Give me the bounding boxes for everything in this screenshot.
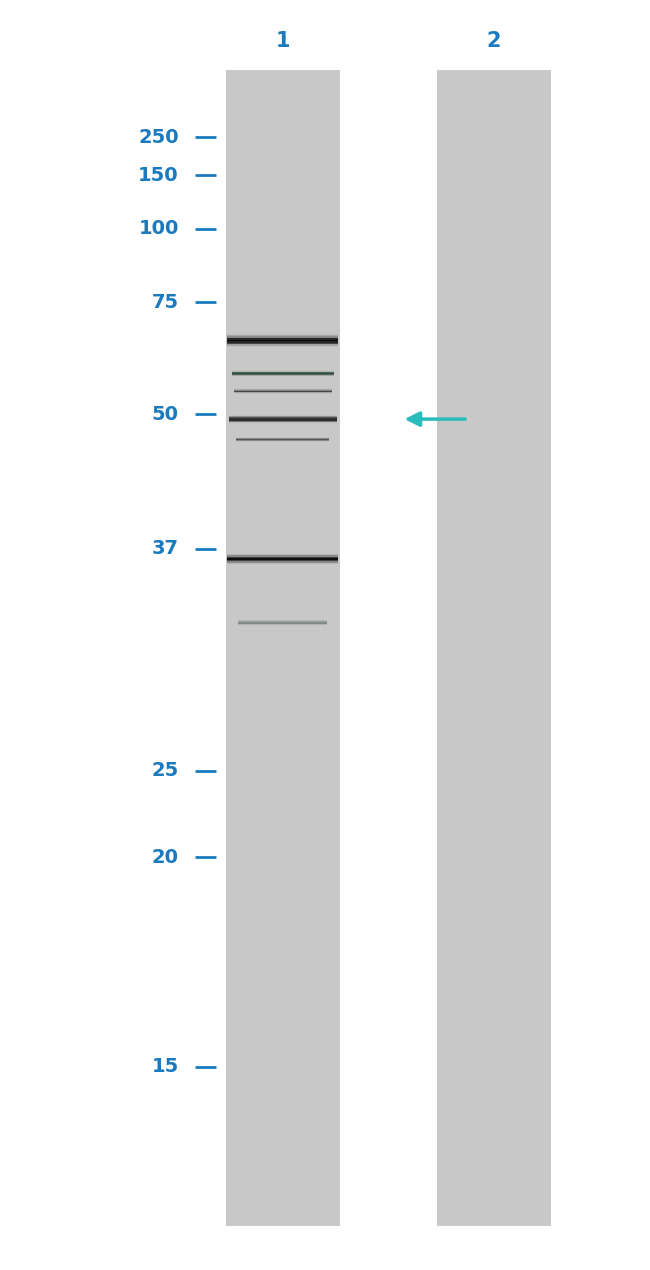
Text: 20: 20: [151, 848, 179, 866]
Text: 75: 75: [151, 293, 179, 311]
Text: 1: 1: [276, 30, 290, 51]
Text: 100: 100: [138, 220, 179, 237]
Bar: [437, 70, 551, 1226]
Text: 250: 250: [138, 128, 179, 146]
Text: 25: 25: [151, 762, 179, 780]
Text: 2: 2: [487, 30, 501, 51]
Text: 150: 150: [138, 166, 179, 184]
Text: 50: 50: [151, 405, 179, 423]
Text: 37: 37: [151, 540, 179, 558]
Text: 15: 15: [151, 1058, 179, 1076]
Bar: [226, 70, 339, 1226]
